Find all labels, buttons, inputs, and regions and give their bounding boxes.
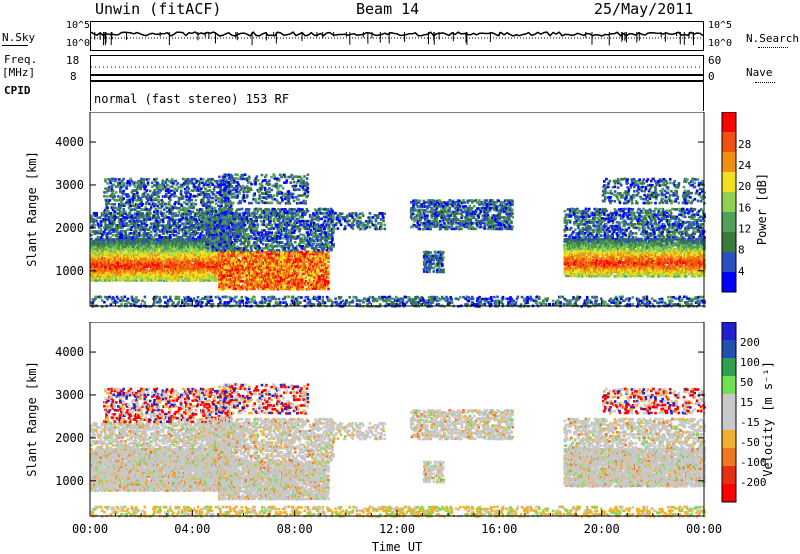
nave-tick-top: 60 — [708, 54, 721, 67]
cpid-text: normal (fast stereo) 153 RF — [94, 92, 289, 106]
nsearch-legend-line — [758, 47, 788, 48]
nsky-label: N.Sky — [2, 31, 35, 44]
y-tick-label: 2000 — [55, 221, 84, 235]
date-title: 25/May/2011 — [594, 0, 693, 18]
colorbar-tick-label: 8 — [738, 244, 745, 257]
x-tick-label: 20:00 — [584, 522, 620, 536]
nave-tick-bottom: 0 — [708, 70, 715, 83]
colorbar-tick-label: 12 — [738, 222, 751, 235]
power-x-axis — [89, 300, 705, 306]
velocity-colorbar-label: Velocity [m s⁻¹] — [761, 361, 775, 477]
nsky-trace — [90, 30, 704, 46]
cpid-panel: normal (fast stereo) 153 RF — [90, 81, 704, 111]
velocity-y-axis: 1000 2000 3000 4000 — [55, 345, 704, 488]
power-heatmap — [90, 173, 706, 308]
freq-trace — [91, 66, 703, 76]
y-tick-label: 1000 — [55, 474, 84, 488]
cpid-label: CPID — [4, 84, 31, 97]
freq-tick-bottom: 8 — [70, 70, 77, 83]
colorbar-tick-label: -50 — [740, 436, 760, 449]
colorbar-tick-label: 50 — [740, 376, 753, 389]
nsky-tick-bottom: 10^0 — [66, 38, 90, 49]
nsearch-tick-bottom: 10^0 — [708, 38, 732, 49]
velocity-x-axis: 00:00 04:00 08:00 12:00 16:00 20:00 00:00 — [72, 510, 722, 536]
y-tick-label: 1000 — [55, 264, 84, 278]
freq-tick-top: 18 — [66, 54, 79, 67]
nsearch-tick-top: 10^5 — [708, 20, 732, 31]
freq-label: Freq. — [4, 53, 37, 66]
y-tick-label: 4000 — [55, 135, 84, 149]
y-tick-label: 4000 — [55, 345, 84, 359]
power-colorbar: 4 8 12 16 20 24 28 — [721, 112, 752, 293]
freq-panel — [90, 55, 704, 81]
x-tick-label: 08:00 — [277, 522, 313, 536]
power-colorbar-label: Power [dB] — [755, 173, 769, 245]
colorbar-tick-label: 16 — [738, 201, 751, 214]
power-y-axis: 1000 2000 3000 4000 — [55, 135, 704, 278]
velocity-xlabel: Time UT — [372, 540, 423, 554]
x-tick-label: 12:00 — [379, 522, 415, 536]
y-tick-label: 3000 — [55, 388, 84, 402]
beam-title: Beam 14 — [356, 0, 419, 18]
power-ylabel: Slant Range [km] — [25, 151, 39, 267]
velocity-colorbar: 200 100 50 15 -15 -50 -100 -200 — [721, 322, 767, 503]
colorbar-tick-label: -15 — [740, 416, 760, 429]
x-tick-label: 00:00 — [686, 522, 722, 536]
velocity-ylabel: Slant Range [km] — [25, 361, 39, 477]
colorbar-tick-label: -200 — [740, 476, 767, 489]
colorbar-tick-label: 24 — [738, 159, 752, 172]
y-tick-label: 3000 — [55, 178, 84, 192]
station-title: Unwin (fitACF) — [95, 0, 221, 18]
velocity-heatmap — [90, 383, 706, 518]
nave-label: Nave — [746, 66, 773, 79]
colorbar-tick-label: 15 — [740, 396, 753, 409]
colorbar-tick-label: 200 — [740, 336, 760, 349]
nsky-panel — [90, 21, 704, 51]
colorbar-tick-label: -100 — [740, 456, 767, 469]
colorbar-tick-label: 20 — [738, 180, 751, 193]
x-tick-label: 00:00 — [72, 522, 108, 536]
freq-unit-label: [MHz] — [2, 66, 35, 79]
colorbar-tick-label: 100 — [740, 356, 760, 369]
y-tick-label: 2000 — [55, 431, 84, 445]
velocity-panel: 1000 2000 3000 4000 00:00 04:00 08:00 12:00 16:… — [25, 322, 775, 554]
nsky-tick-top: 10^5 — [66, 20, 90, 31]
power-panel: 1000 2000 3000 4000 Slant Range [km] 4 8 12 16… — [25, 112, 769, 308]
colorbar-tick-label: 4 — [738, 265, 745, 278]
x-tick-label: 04:00 — [174, 522, 210, 536]
x-tick-label: 16:00 — [481, 522, 517, 536]
nave-legend-line — [755, 82, 775, 83]
nsearch-label: N.Search — [746, 32, 799, 45]
colorbar-tick-label: 28 — [738, 138, 751, 151]
nsky-underline — [2, 45, 28, 46]
